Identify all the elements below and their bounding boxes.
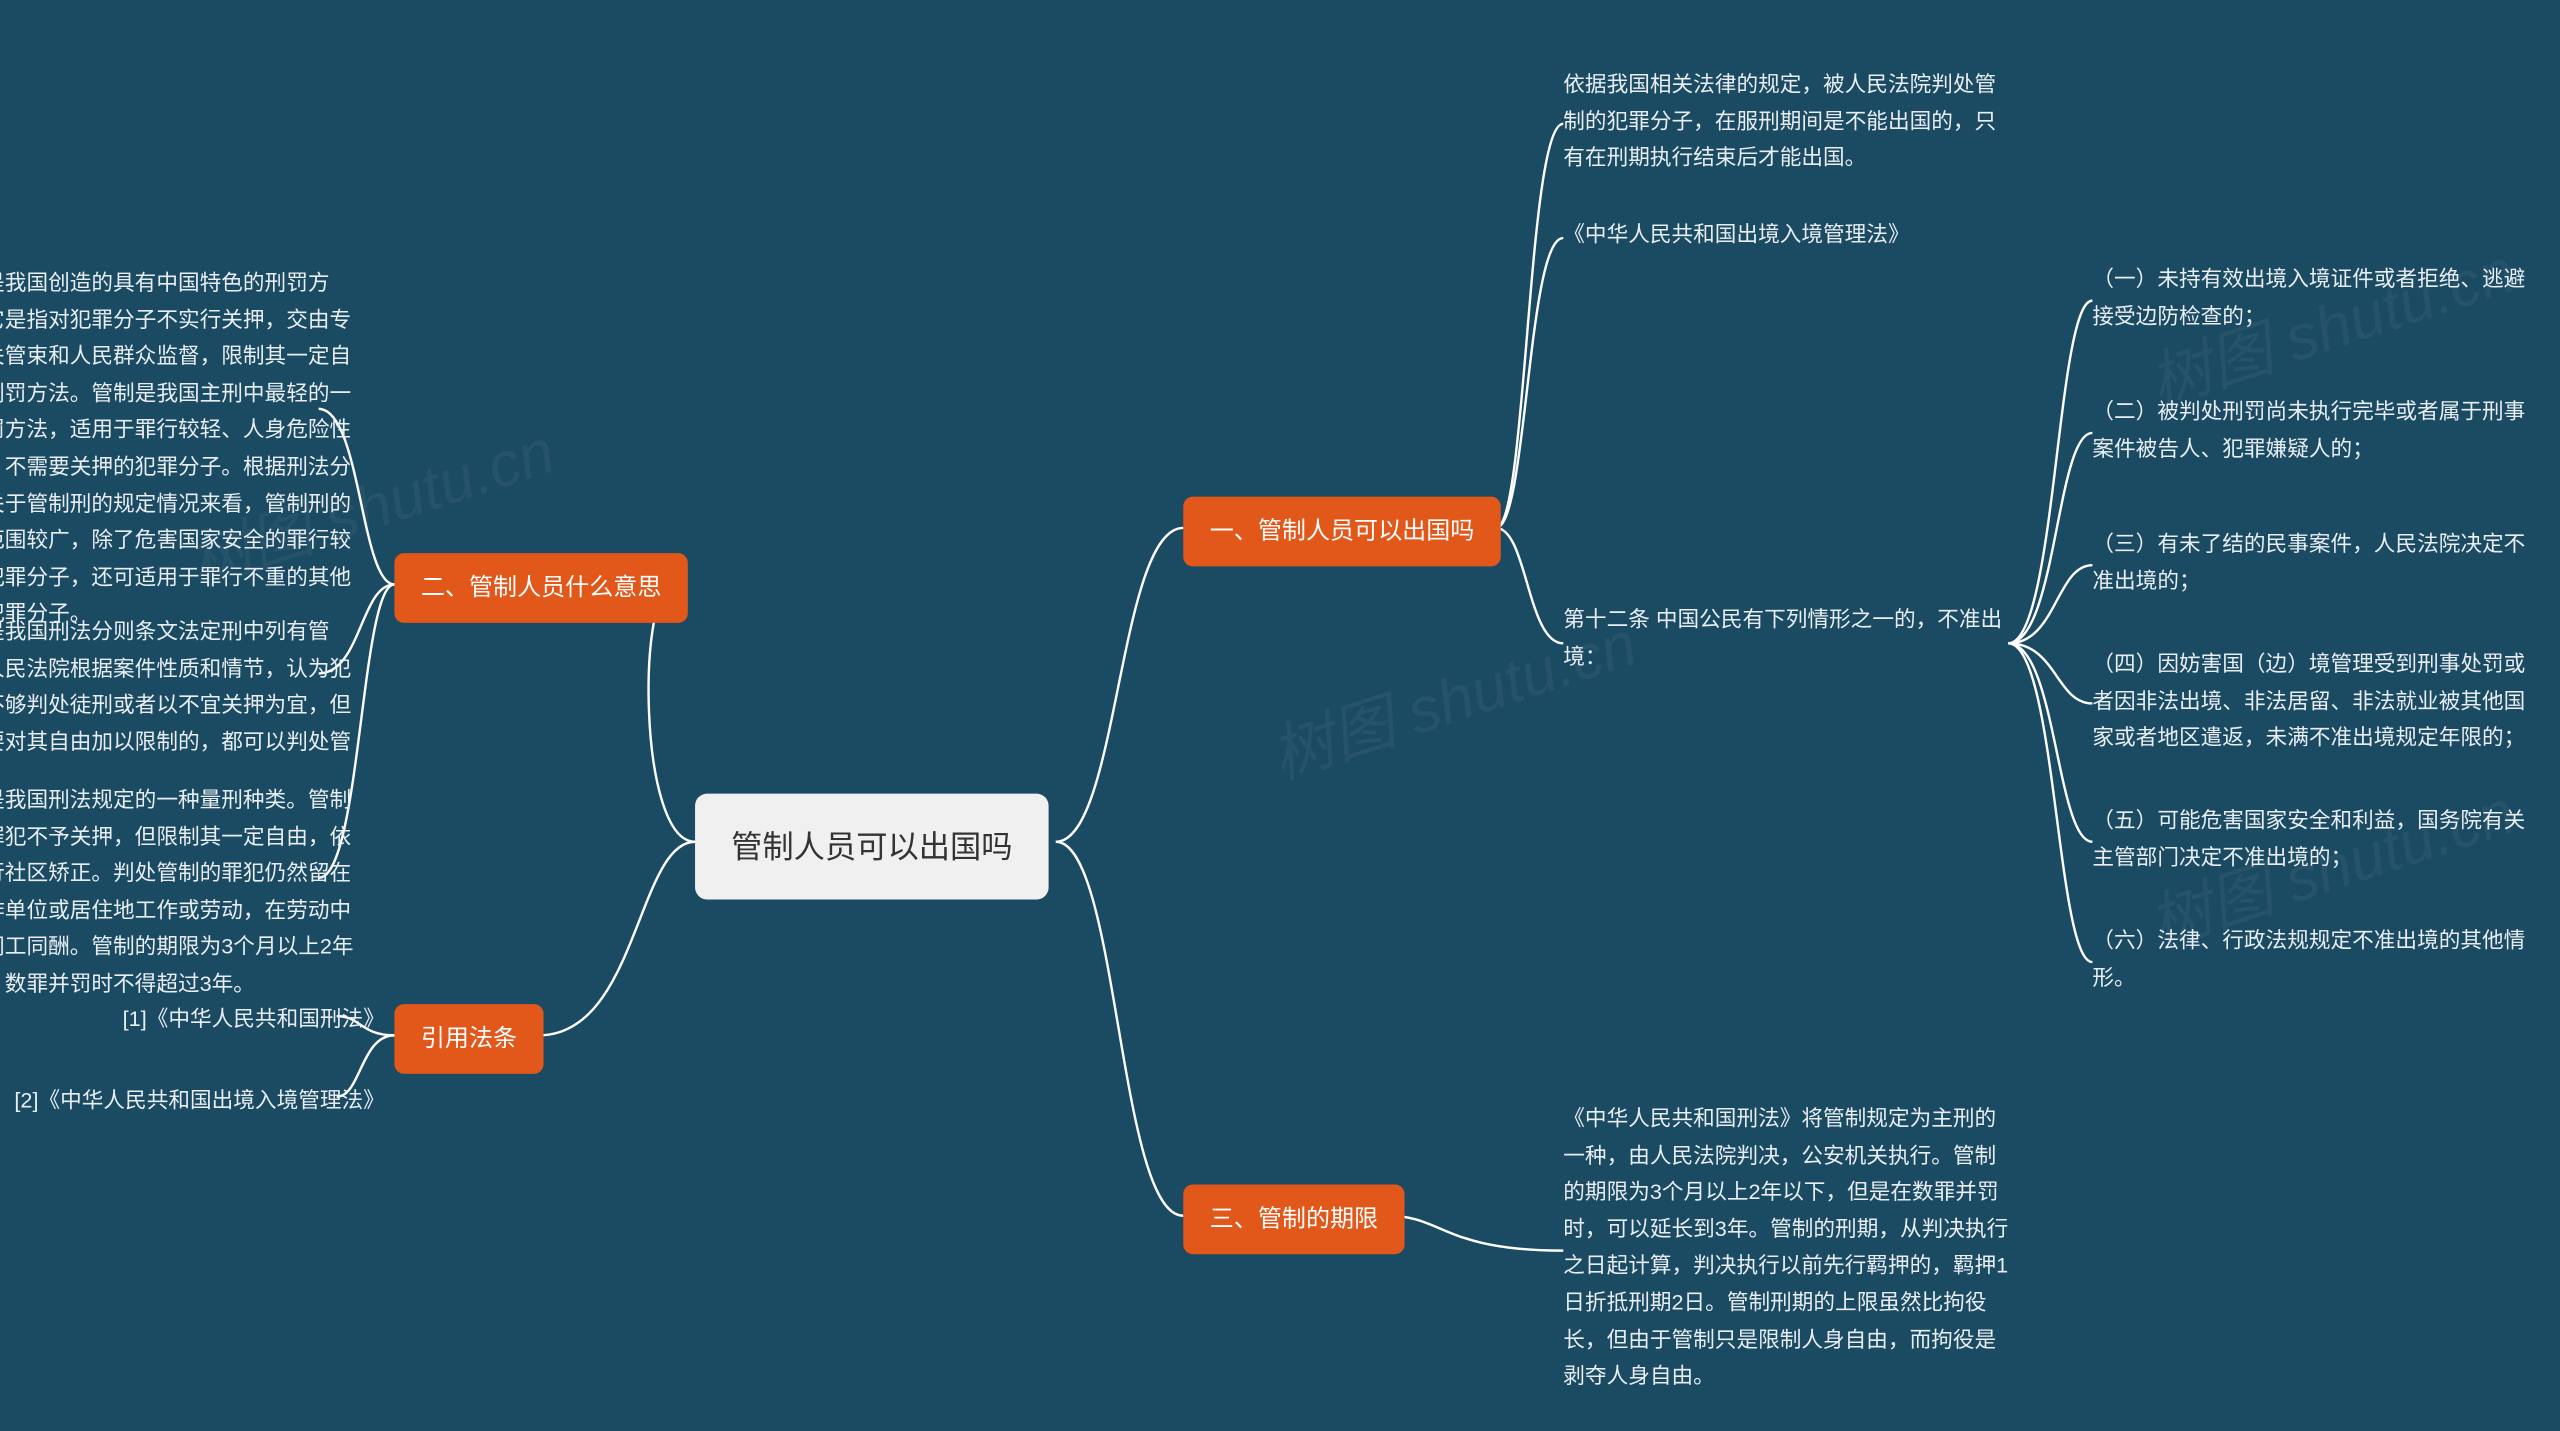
leaf-b2-1: 管制是我国创造的具有中国特色的刑罚方法。它是指对犯罪分子不实行关押，交由专门机关…: [0, 265, 367, 633]
connector: [1056, 528, 1183, 842]
leaf-b1-2: 《中华人民共和国出境入境管理法》: [1563, 216, 2008, 253]
connector: [539, 842, 695, 1036]
connector: [1496, 528, 1563, 643]
root-node[interactable]: 管制人员可以出国吗: [695, 794, 1049, 900]
connector: [1056, 842, 1183, 1216]
leaf-b3-1: 《中华人民共和国刑法》将管制规定为主刑的一种，由人民法院判决，公安机关执行。管制…: [1563, 1100, 2008, 1394]
connector: [2008, 433, 2092, 643]
connector: [1496, 238, 1563, 528]
branch-1[interactable]: 一、管制人员可以出国吗: [1183, 497, 1500, 567]
leaf-b2-3: 管制是我国刑法规定的一种量刑种类。管制是对罪犯不予关押，但限制其一定自由，依法实…: [0, 782, 367, 1003]
leaf-b1-3-c4: （四）因妨害国（边）境管理受到刑事处罚或者因非法出境、非法居留、非法就业被其他国…: [2092, 646, 2537, 756]
connector: [2008, 301, 2092, 644]
connector: [1388, 1216, 1564, 1251]
connector: [2008, 565, 2092, 643]
leaf-b1-3: 第十二条 中国公民有下列情形之一的，不准出境：: [1563, 601, 2008, 675]
branch-3[interactable]: 三、管制的期限: [1183, 1184, 1404, 1254]
leaf-b1-3-c2: （二）被判处刑罚尚未执行完毕或者属于刑事案件被告人、犯罪嫌疑人的；: [2092, 393, 2537, 467]
connector: [2008, 643, 2092, 703]
connector: [1496, 124, 1563, 528]
connector: [2008, 643, 2092, 962]
branch-2[interactable]: 二、管制人员什么意思: [394, 553, 687, 623]
branch-4[interactable]: 引用法条: [394, 1004, 543, 1074]
connector: [649, 584, 695, 841]
leaf-b4-1: [1]《中华人民共和国刑法》: [72, 1000, 385, 1037]
leaf-b1-3-c3: （三）有未了结的民事案件，人民法院决定不准出境的；: [2092, 526, 2537, 600]
leaf-b1-1: 依据我国相关法律的规定，被人民法院判处管制的犯罪分子，在服刑期间是不能出国的，只…: [1563, 66, 2008, 176]
leaf-b2-2: 只要是我国刑法分则条文法定刑中列有管制，人民法院根据案件性质和情节，认为犯罪尚不…: [0, 613, 367, 797]
leaf-b1-3-c5: （五）可能危害国家安全和利益，国务院有关主管部门决定不准出境的；: [2092, 802, 2537, 876]
leaf-b1-3-c6: （六）法律、行政法规规定不准出境的其他情形。: [2092, 922, 2537, 996]
leaf-b1-3-c1: （一）未持有效出境入境证件或者拒绝、逃避接受边防检查的；: [2092, 261, 2537, 335]
connector: [2008, 643, 2092, 841]
leaf-b4-2: [2]《中华人民共和国出境入境管理法》: [0, 1082, 385, 1119]
